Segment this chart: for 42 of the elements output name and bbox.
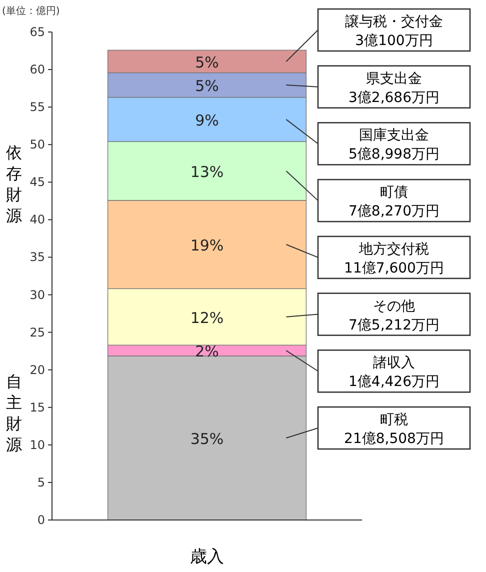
y-tick-label: 20 (30, 362, 45, 377)
text: 自主財源 (6, 372, 22, 454)
text: 県支出金 (366, 70, 422, 87)
y-tick-label: 40 (30, 212, 45, 227)
text: 5億8,998万円 (348, 146, 440, 163)
annotation: 12% (190, 308, 224, 327)
text: 21億8,508万円 (344, 431, 444, 447)
x-tick-label: 歳入 (190, 547, 224, 567)
text: 町債 (380, 184, 408, 201)
y-tick-label: 30 (30, 288, 45, 302)
text: 地方交付税 (358, 241, 429, 258)
annotation: 19% (190, 236, 224, 255)
text: 1億4,426万円 (348, 374, 440, 390)
y-tick-label: 10 (30, 438, 45, 452)
annotation: 35% (190, 430, 224, 448)
y-tick-label: 0 (37, 513, 45, 527)
text: 国庫支出金 (359, 128, 429, 144)
text: 諸収入 (373, 355, 415, 372)
y-tick-label: 15 (30, 400, 45, 414)
text: 3億2,686万円 (348, 90, 440, 106)
text: 町税 (380, 412, 408, 428)
text: 11億7,600万円 (344, 260, 444, 276)
annotation: 5% (195, 77, 219, 96)
y-tick-label: 55 (30, 100, 45, 114)
text: 3億100万円 (355, 33, 433, 49)
text: 7億5,212万円 (348, 317, 440, 334)
y-tick-label: 60 (30, 62, 45, 77)
y-axis-title: (単位：億円) (2, 5, 60, 17)
y-tick-label: 5 (37, 475, 45, 490)
y-tick-label: 65 (30, 25, 45, 39)
y-tick-label: 35 (30, 250, 45, 264)
text: その他 (373, 298, 415, 314)
annotation: 2% (195, 342, 219, 361)
text: 7億8,270万円 (348, 204, 440, 220)
text: 依存財源 (6, 142, 22, 225)
annotation: 13% (190, 162, 224, 181)
text: 譲与税・交付金 (345, 14, 443, 30)
annotation: 9% (195, 111, 219, 130)
y-tick-label: 50 (30, 138, 45, 152)
annotation: 5% (195, 53, 219, 72)
y-tick-label: 25 (30, 325, 45, 340)
y-tick-label: 45 (30, 175, 45, 190)
